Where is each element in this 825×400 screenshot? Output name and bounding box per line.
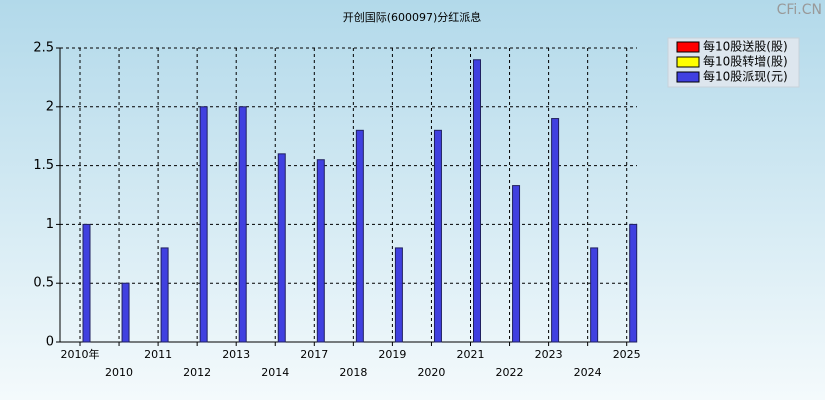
bar bbox=[629, 223, 638, 343]
x-tick-label: 2012 bbox=[183, 366, 211, 379]
bar bbox=[433, 129, 442, 343]
chart-title: 开创国际(600097)分红派息 bbox=[343, 10, 482, 24]
x-tick-label: 2021 bbox=[457, 348, 485, 361]
legend-swatch bbox=[676, 71, 700, 83]
y-tick-label: 1.5 bbox=[33, 158, 54, 173]
x-tick-label: 2024 bbox=[574, 366, 602, 379]
y-tick-label: 2 bbox=[46, 99, 54, 114]
bar bbox=[473, 59, 481, 343]
x-tick-label: 2017 bbox=[300, 348, 328, 361]
x-tick-label: 2025 bbox=[613, 348, 641, 361]
legend-swatch bbox=[676, 56, 700, 68]
x-tick-label: 2018 bbox=[339, 366, 367, 379]
x-tick-label: 2010 bbox=[105, 366, 133, 379]
x-tick-label: 2014 bbox=[261, 366, 289, 379]
legend-label: 每10股转增(股) bbox=[703, 54, 788, 69]
x-tick-label: 2013 bbox=[222, 348, 250, 361]
x-tick-label: 2023 bbox=[535, 348, 563, 361]
x-tick-label: 2020 bbox=[417, 366, 445, 379]
y-tick-label: 1 bbox=[46, 217, 54, 232]
bar bbox=[160, 247, 169, 343]
bar bbox=[355, 129, 364, 343]
bar bbox=[316, 159, 325, 343]
legend-swatch bbox=[676, 41, 700, 53]
bar bbox=[277, 153, 286, 343]
bar bbox=[238, 106, 247, 343]
bar bbox=[590, 247, 599, 343]
bar bbox=[82, 223, 91, 343]
x-tick-label: 2011 bbox=[144, 348, 172, 361]
bar bbox=[512, 185, 521, 343]
y-tick-label: 0.5 bbox=[33, 276, 54, 291]
bar bbox=[394, 247, 403, 343]
y-tick-label: 0 bbox=[46, 335, 54, 350]
legend-label: 每10股派现(元) bbox=[703, 69, 788, 84]
x-tick-label: 2019 bbox=[378, 348, 406, 361]
x-tick-label: 2010年 bbox=[61, 347, 100, 361]
x-tick-label: 2022 bbox=[496, 366, 524, 379]
watermark: CFi.CN bbox=[777, 2, 822, 18]
bar bbox=[121, 282, 130, 343]
bar bbox=[551, 118, 560, 343]
y-tick-label: 2.5 bbox=[33, 41, 54, 56]
bar bbox=[199, 106, 208, 343]
legend-label: 每10股送股(股) bbox=[703, 39, 788, 54]
